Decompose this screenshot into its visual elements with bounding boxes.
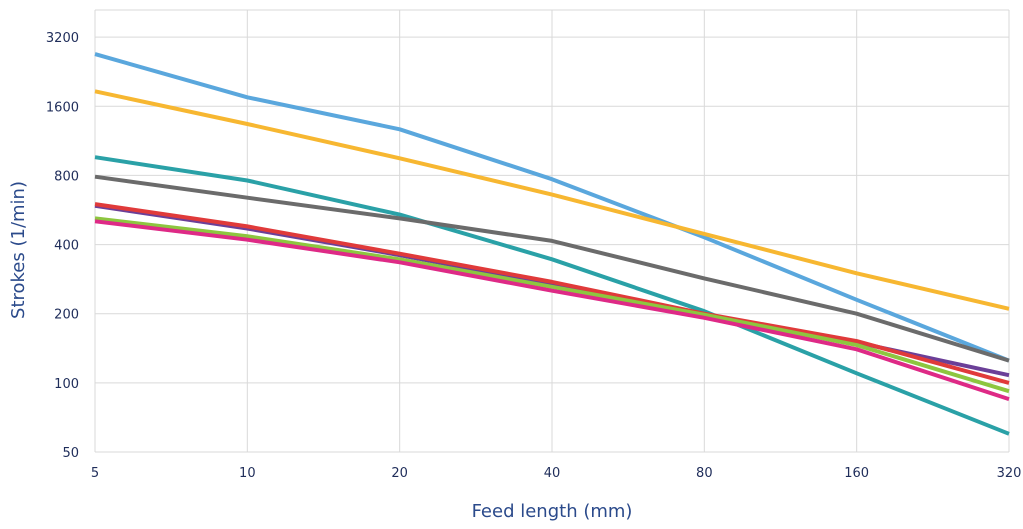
y-tick-label: 1600: [46, 100, 79, 115]
x-tick-label: 160: [844, 466, 869, 481]
x-tick-label: 5: [91, 466, 99, 481]
y-tick-label: 800: [54, 169, 79, 184]
grid-lines: [94, 9, 1010, 453]
x-tick-label: 10: [239, 466, 256, 481]
x-tick-label: 40: [544, 466, 561, 481]
y-axis-title: Strokes (1/min): [8, 181, 29, 319]
x-tick-label: 320: [997, 466, 1022, 481]
series-line-3: [94, 155, 1010, 436]
series-lines: [94, 52, 1010, 436]
series-line-8: [94, 219, 1010, 402]
y-tick-label: 3200: [46, 31, 79, 46]
tick-labels: 5 10 20 40 80 160 320 50 100 200 400 800 1600 3200: [46, 31, 1022, 481]
y-tick-label: 100: [54, 377, 79, 392]
y-tick-label: 200: [54, 308, 79, 323]
series-line-4: [94, 174, 1010, 363]
series-line-1: [94, 52, 1010, 363]
y-tick-label: 400: [54, 239, 79, 254]
x-tick-label: 80: [696, 466, 713, 481]
y-tick-label: 50: [62, 446, 79, 461]
x-tick-label: 20: [391, 466, 408, 481]
series-line-7: [94, 216, 1010, 394]
series-line-6: [94, 202, 1010, 385]
series-line-2: [94, 89, 1010, 311]
x-axis-title: Feed length (mm): [472, 501, 633, 522]
